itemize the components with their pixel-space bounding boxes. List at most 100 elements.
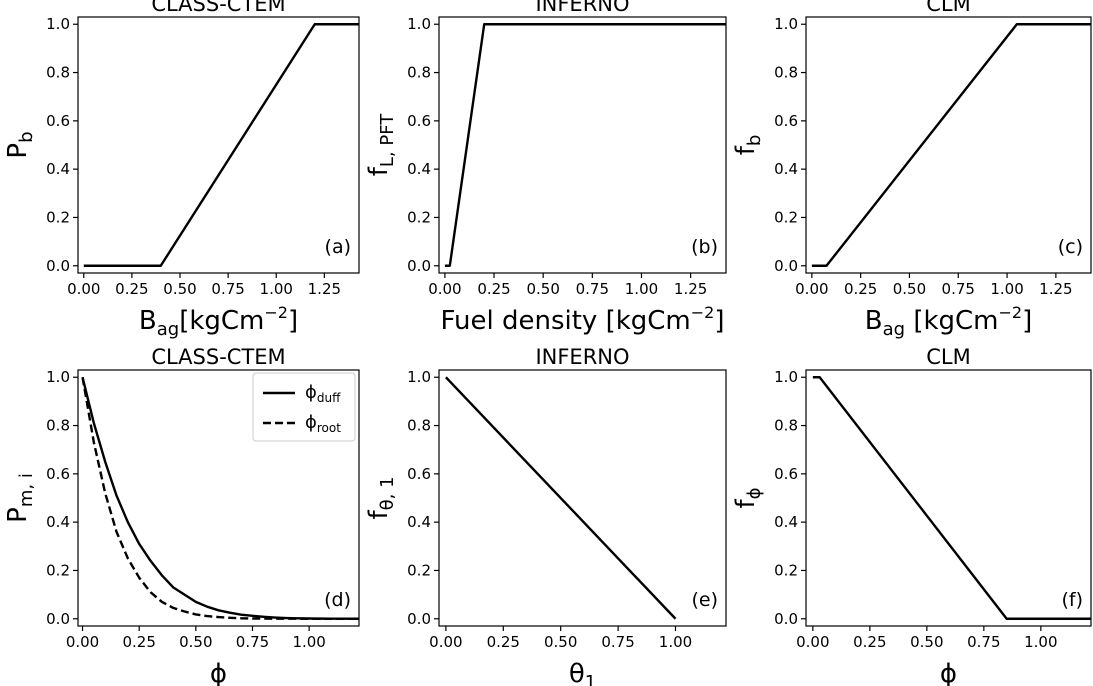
- x-tick-label: 0.50: [526, 280, 559, 298]
- y-tick-label: 0.6: [407, 112, 431, 130]
- panel-b: 0.00 0.25 0.50 0.75 1.00 1.25 0.0 0.2 0.4 0.6 0.8 1…: [364, 0, 727, 336]
- legend-entry-main: ϕ: [305, 412, 317, 433]
- x-tick-label: 0.00: [796, 633, 829, 651]
- plot-frame: [77, 16, 360, 274]
- panel-d: 0.00 0.25 0.50 0.75 1.00 0.0 0.2 0.4 0.6 0.8 1.0 CL…: [3, 345, 360, 686]
- x-label-sup: −2: [691, 303, 715, 322]
- x-axis-label: θ1: [569, 659, 596, 686]
- x-label-sup: −2: [264, 303, 288, 322]
- y-tick-label: 0.4: [774, 513, 798, 531]
- x-label-unit: [kgCm: [179, 306, 264, 336]
- y-label-sub: m, i: [16, 473, 37, 507]
- plot-frame: [805, 16, 1092, 274]
- panel-title: CLM: [926, 0, 970, 16]
- series-line-s0: [811, 23, 1091, 267]
- panel-c: 0.00 0.25 0.50 0.75 1.00 1.25 0.0 0.2 0.4 0.6 0.8 1…: [731, 0, 1092, 340]
- y-tick-label: 0.4: [46, 160, 70, 178]
- x-tick-label: 1.00: [659, 633, 692, 651]
- x-tick-label: 1.00: [625, 280, 658, 298]
- x-label-sub: ag: [157, 319, 179, 340]
- plot-frame: [438, 369, 727, 627]
- y-tick-label: 1.0: [774, 368, 798, 386]
- y-tick-label: 0.0: [407, 610, 431, 628]
- y-label-sub: ϕ: [744, 487, 765, 499]
- x-tick-label: 0.00: [428, 280, 461, 298]
- series-line-duff: [81, 376, 359, 620]
- y-tick-label: 0.8: [46, 417, 70, 435]
- x-tick-label: 0.75: [601, 633, 634, 651]
- legend-entry-sub: duff: [317, 391, 341, 405]
- y-tick-label: 0.2: [774, 208, 798, 226]
- y-label-main: f: [364, 166, 394, 176]
- x-label-main: B: [139, 306, 157, 336]
- y-label-main: P: [3, 507, 33, 523]
- panel-title: INFERNO: [535, 0, 629, 16]
- x-label-close: ]: [288, 306, 298, 336]
- legend-entry-root: ϕroot: [305, 412, 341, 435]
- y-tick-label: 0.0: [774, 257, 798, 275]
- x-tick-label: 0.50: [910, 633, 943, 651]
- x-axis-label: ϕ: [210, 659, 227, 686]
- y-tick-label: 0.0: [46, 610, 70, 628]
- y-axis-label: Pb: [3, 131, 37, 158]
- series-line-s0: [445, 376, 677, 620]
- x-tick-label: 0.00: [67, 280, 100, 298]
- y-axis-label: fϕ: [731, 487, 765, 508]
- x-tick-label: 1.00: [260, 280, 293, 298]
- y-label-main: P: [3, 143, 33, 159]
- y-axis-label: fθ, 1: [364, 476, 398, 519]
- panel-title: CLASS-CTEM: [151, 0, 285, 16]
- y-tick-label: 0.8: [774, 64, 798, 82]
- y-label-main: f: [731, 499, 761, 509]
- x-tick-label: 0.75: [576, 280, 609, 298]
- y-tick-label: 0.2: [407, 208, 431, 226]
- series-line-s0: [83, 23, 359, 267]
- y-tick-label: 0.0: [407, 257, 431, 275]
- y-tick-label: 0.0: [774, 610, 798, 628]
- x-tick-label: 0.25: [853, 633, 886, 651]
- x-label-main: B: [865, 306, 883, 336]
- y-tick-label: 0.2: [774, 561, 798, 579]
- y-axis-label: fb: [731, 135, 765, 156]
- panel-letter: (d): [324, 589, 351, 611]
- x-axis-label: Bag [kgCm−2]: [865, 303, 1033, 340]
- y-tick-label: 0.6: [46, 112, 70, 130]
- x-tick-label: 1.00: [1024, 633, 1057, 651]
- legend: ϕduff ϕroot: [252, 372, 356, 442]
- y-tick-label: 0.6: [46, 465, 70, 483]
- y-tick-label: 0.6: [407, 465, 431, 483]
- y-tick-label: 0.8: [407, 417, 431, 435]
- x-tick-label: 0.25: [115, 280, 148, 298]
- y-tick-label: 0.4: [774, 160, 798, 178]
- x-tick-label: 0.50: [163, 280, 196, 298]
- y-tick-label: 0.2: [46, 561, 70, 579]
- panel-title: CLM: [926, 345, 970, 369]
- y-tick-label: 0.8: [774, 417, 798, 435]
- y-tick-label: 1.0: [46, 15, 70, 33]
- x-tick-label: 1.25: [308, 280, 341, 298]
- x-tick-label: 1.25: [1039, 280, 1072, 298]
- panel-title: CLASS-CTEM: [151, 345, 285, 369]
- x-tick-label: 0.00: [66, 633, 99, 651]
- x-label-sub: 1: [585, 672, 596, 686]
- x-tick-label: 0.00: [795, 280, 828, 298]
- y-tick-label: 0.6: [774, 112, 798, 130]
- x-tick-label: 0.25: [844, 280, 877, 298]
- x-axis-label: ϕ: [940, 659, 957, 686]
- legend-entry-sub: root: [317, 421, 341, 435]
- y-tick-label: 1.0: [774, 15, 798, 33]
- x-label-close: ]: [1022, 306, 1032, 336]
- x-label-sub: ag: [883, 319, 905, 340]
- plot-frame: [438, 16, 727, 274]
- x-label-close: ]: [714, 306, 724, 336]
- x-tick-label: 1.00: [292, 633, 325, 651]
- panel-title: INFERNO: [535, 345, 629, 369]
- panel-f: 0.00 0.25 0.50 0.75 1.00 0.0 0.2 0.4 0.6 0.8 1.0 CL…: [731, 345, 1092, 686]
- panel-e: 0.00 0.25 0.50 0.75 1.00 0.0 0.2 0.4 0.6 0.8 1.0 IN…: [364, 345, 727, 686]
- y-axis-label: Pm, i: [3, 473, 37, 523]
- x-tick-label: 0.25: [487, 633, 520, 651]
- x-tick-label: 1.00: [990, 280, 1023, 298]
- y-label-sub: L, PFT: [377, 113, 398, 167]
- x-axis-label: Bag[kgCm−2]: [139, 303, 298, 340]
- y-label-main: f: [364, 510, 394, 520]
